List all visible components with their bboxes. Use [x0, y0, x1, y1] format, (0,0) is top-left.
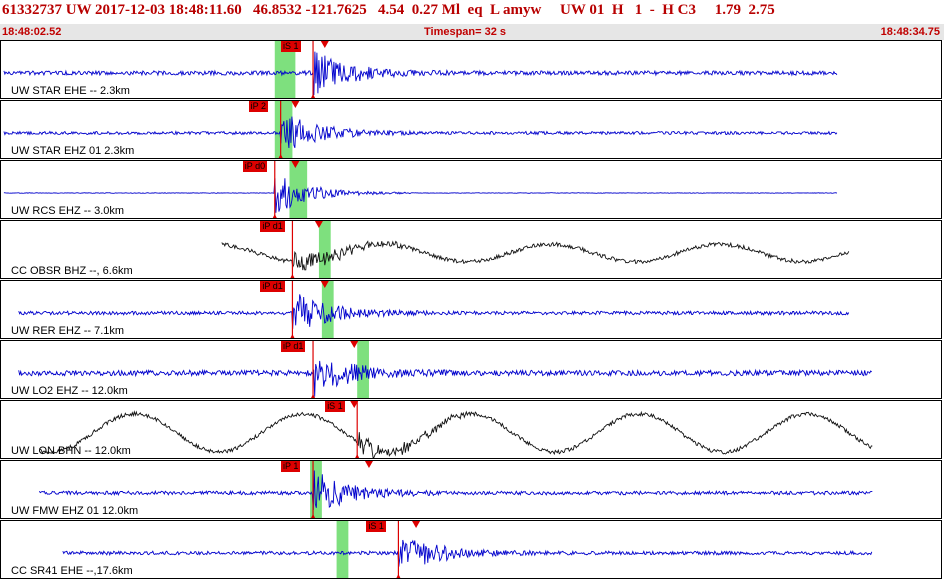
trace-plot: [62, 521, 873, 578]
seismogram-panels: iS 1 UW STAR EHE -- 2.3km iP 2 UW STAR EHZ …: [0, 40, 944, 580]
trace-plot: [3, 41, 838, 98]
waveform-line: [18, 360, 873, 397]
trace-panel[interactable]: iP 1 UW FMW EHZ 01 12.0km: [0, 460, 942, 519]
waveform-line: [39, 410, 873, 458]
trace-plot: [18, 281, 850, 338]
event-header: 61332737 UW 2017-12-03 18:48:11.60 46.85…: [0, 0, 944, 24]
trace-panel[interactable]: iP 2 UW STAR EHZ 01 2.3km: [0, 100, 942, 159]
pick-label[interactable]: iP d1: [260, 221, 285, 232]
timespan-label: Timespan= 32 s: [424, 26, 507, 38]
station-label: UW FMW EHZ 01 12.0km: [11, 505, 139, 517]
station-label: CC SR41 EHE --,17.6km: [11, 565, 133, 577]
pick-triangle: [290, 221, 323, 278]
trace-panel[interactable]: iS 1 UW LON BHN -- 12.0km: [0, 400, 942, 459]
waveform-line: [221, 240, 850, 271]
waveform-line: [18, 294, 850, 329]
trace-panel[interactable]: iP d1 UW LO2 EHZ -- 12.0km: [0, 340, 942, 399]
trace-panel[interactable]: iP d0 UW RCS EHZ -- 3.0km: [0, 160, 942, 219]
station-label: UW LON BHN -- 12.0km: [11, 445, 131, 457]
waveform-line: [3, 51, 838, 96]
phase-window-band: [336, 521, 349, 578]
trace-plot: [221, 221, 850, 278]
trace-plot: [3, 161, 838, 218]
end-time: 18:48:34.75: [880, 26, 940, 38]
event-summary-line: 61332737 UW 2017-12-03 18:48:11.60 46.85…: [2, 2, 775, 18]
station-label: UW RER EHZ -- 7.1km: [11, 325, 125, 337]
trace-plot: [18, 341, 873, 398]
waveform-line: [38, 470, 873, 511]
station-label: UW STAR EHZ 01 2.3km: [11, 145, 135, 157]
trace-panel[interactable]: iP d1 UW RER EHZ -- 7.1km: [0, 280, 942, 339]
phase-window-band: [310, 461, 322, 518]
pick-label[interactable]: iS 1: [366, 521, 386, 532]
trace-panel[interactable]: iS 1 CC SR41 EHE --,17.6km: [0, 520, 942, 579]
time-ruler: 18:48:02.52 Timespan= 32 s 18:48:34.75: [0, 24, 944, 40]
pick-label[interactable]: iS 1: [281, 41, 301, 52]
start-time: 18:48:02.52: [2, 26, 62, 38]
pick-triangle: [290, 281, 329, 338]
pick-label[interactable]: iP d0: [242, 161, 268, 172]
pick-triangle: [350, 401, 360, 458]
waveform-line: [3, 116, 838, 149]
pick-label[interactable]: iP 1: [281, 461, 301, 472]
trace-plot: [39, 401, 873, 458]
pick-label[interactable]: iP d1: [281, 341, 306, 352]
pick-label[interactable]: iP d1: [260, 281, 285, 292]
waveform-line: [62, 539, 873, 567]
pick-triangle: [311, 341, 359, 398]
waveform-line: [3, 178, 838, 213]
trace-panel[interactable]: iS 1 UW STAR EHE -- 2.3km: [0, 40, 942, 99]
trace-plot: [38, 461, 873, 518]
station-label: CC OBSR BHZ --, 6.6km: [11, 265, 133, 277]
station-label: UW RCS EHZ -- 3.0km: [11, 205, 125, 217]
trace-plot: [3, 101, 838, 158]
station-label: UW STAR EHE -- 2.3km: [11, 85, 130, 97]
phase-window-band: [289, 161, 308, 218]
station-label: UW LO2 EHZ -- 12.0km: [11, 385, 128, 397]
phase-window-band: [321, 281, 334, 338]
phase-window-band: [274, 41, 296, 98]
pick-label[interactable]: iP 2: [248, 101, 269, 112]
pick-label[interactable]: iS 1: [325, 401, 345, 412]
pick-triangle: [396, 521, 421, 578]
trace-panel[interactable]: iP d1 CC OBSR BHZ --, 6.6km: [0, 220, 942, 279]
phase-window-band: [318, 221, 331, 278]
